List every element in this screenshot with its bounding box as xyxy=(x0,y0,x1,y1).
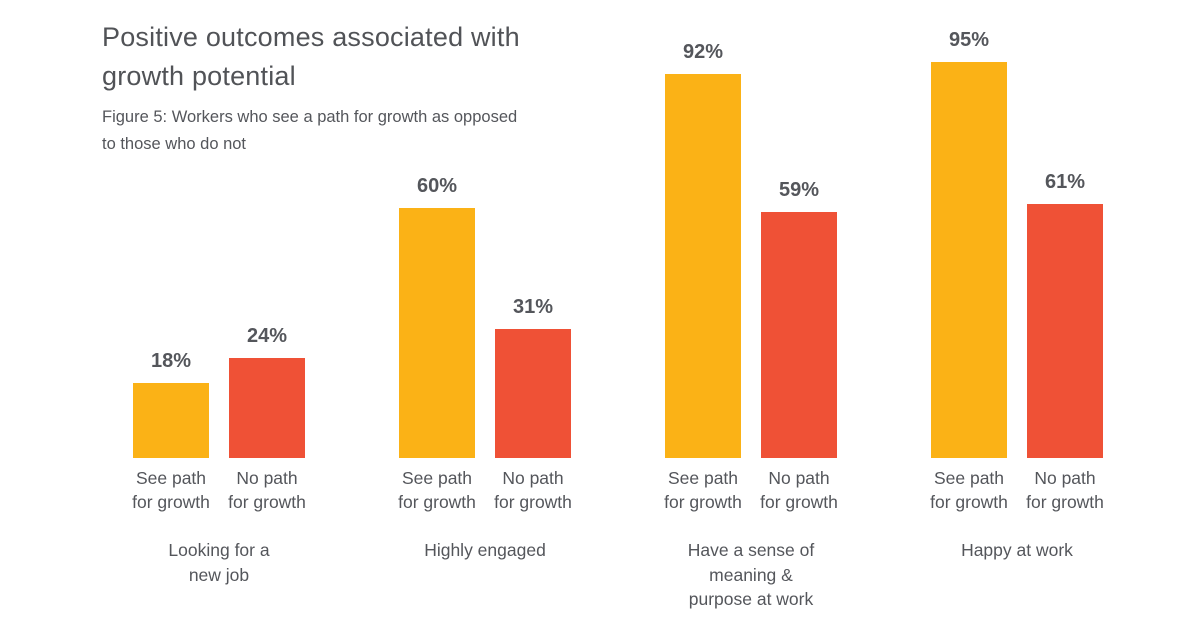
bar-series-label: No path for growth xyxy=(494,468,572,512)
bar-series-label: See path for growth xyxy=(664,468,742,512)
group-label: Happy at work xyxy=(961,540,1073,560)
bar-series-label: No path for growth xyxy=(1026,468,1104,512)
page-title: Positive outcomes associated with growth… xyxy=(102,22,520,91)
bar-value-label: 61% xyxy=(1044,171,1086,193)
bar-value-label: 59% xyxy=(778,179,820,201)
bar-value-label: 95% xyxy=(948,29,990,51)
bar-series-label: See path for growth xyxy=(398,468,476,512)
bar-no-path xyxy=(761,212,837,458)
group-label: Have a sense of meaning & purpose at wor… xyxy=(687,540,815,609)
bar-value-label: 31% xyxy=(512,296,554,318)
bar-no-path xyxy=(1027,204,1103,458)
bar-see-path xyxy=(133,383,209,458)
bar-no-path xyxy=(495,329,571,458)
group-label: Looking for a new job xyxy=(168,540,270,585)
bar-value-label: 60% xyxy=(416,175,458,197)
bar-value-label: 24% xyxy=(246,325,288,347)
bar-series-label: See path for growth xyxy=(132,468,210,512)
bar-see-path xyxy=(931,62,1007,458)
group-label: Highly engaged xyxy=(424,540,546,560)
bar-series-label: See path for growth xyxy=(930,468,1008,512)
bar-see-path xyxy=(399,208,475,458)
bar-series-label: No path for growth xyxy=(760,468,838,512)
bar-series-label: No path for growth xyxy=(228,468,306,512)
bar-no-path xyxy=(229,358,305,458)
bar-value-label: 92% xyxy=(682,41,724,63)
bar-value-label: 18% xyxy=(150,350,192,372)
bar-see-path xyxy=(665,74,741,458)
page-subtitle: Figure 5: Workers who see a path for gro… xyxy=(102,108,518,153)
